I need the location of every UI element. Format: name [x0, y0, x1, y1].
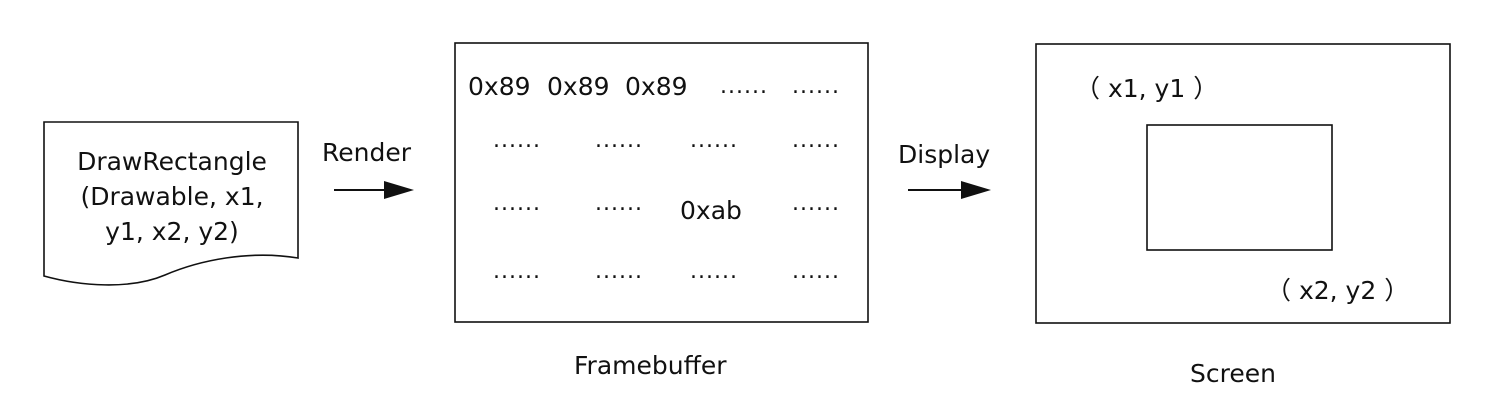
render-label: Render [322, 138, 412, 167]
command-line-1: DrawRectangle [77, 147, 267, 176]
framebuffer-box [454, 42, 869, 323]
framebuffer-cell: ...... [690, 128, 738, 153]
screen-bottom-right-label: （ x2, y2 ） [1266, 276, 1410, 305]
framebuffer-cell: ...... [720, 74, 768, 99]
command-line-2: (Drawable, x1, [80, 182, 264, 211]
framebuffer-cell: 0x89 [468, 72, 531, 101]
framebuffer-cell: 0xab [680, 196, 742, 225]
framebuffer-cell: ...... [792, 128, 840, 153]
render-arrow [334, 181, 414, 199]
framebuffer-cell: ...... [493, 259, 541, 284]
framebuffer-cell: ...... [493, 191, 541, 216]
framebuffer-cell: ...... [595, 128, 643, 153]
framebuffer-cell: 0x89 [547, 72, 610, 101]
framebuffer-cell: ...... [792, 74, 840, 99]
screen-top-left-label: （ x1, y1 ） [1075, 74, 1219, 103]
framebuffer-cell: ...... [595, 191, 643, 216]
framebuffer-cell: ...... [792, 259, 840, 284]
command-document-text: DrawRectangle (Drawable, x1, y1, x2, y2) [44, 144, 300, 249]
framebuffer-caption: Framebuffer [574, 351, 727, 380]
framebuffer-cell: ...... [792, 191, 840, 216]
command-line-3: y1, x2, y2) [105, 217, 239, 246]
framebuffer-cell: 0x89 [625, 72, 688, 101]
display-arrow [908, 181, 991, 199]
command-document-shape [43, 121, 299, 286]
framebuffer-cell: ...... [493, 128, 541, 153]
framebuffer-cell: ...... [690, 259, 738, 284]
framebuffer-cell: ...... [595, 259, 643, 284]
display-label: Display [898, 140, 991, 169]
screen-caption: Screen [1190, 359, 1276, 388]
screen-drawn-rectangle [1146, 124, 1333, 251]
